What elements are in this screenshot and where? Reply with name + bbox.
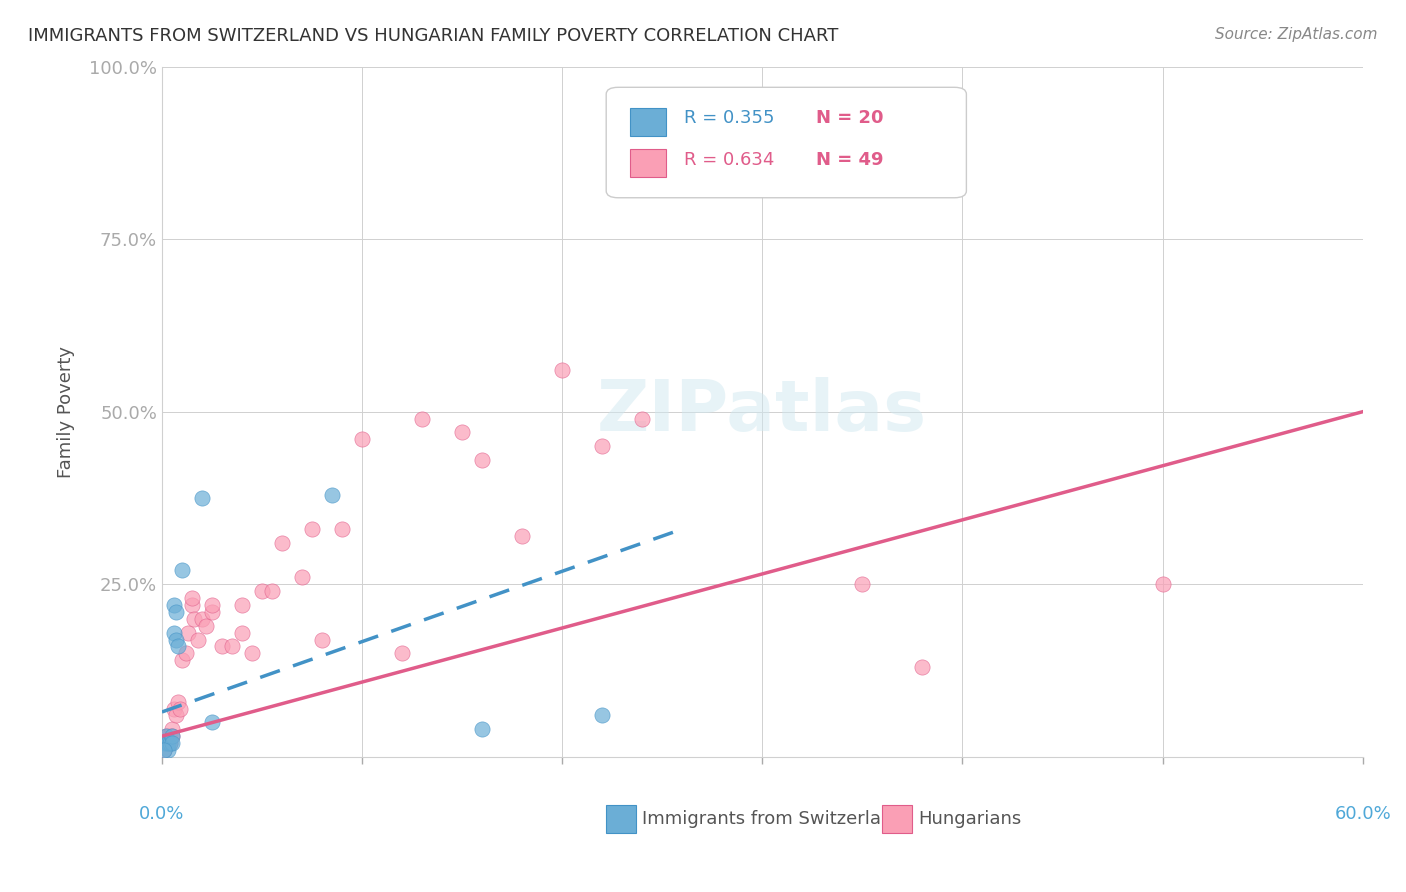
Point [160, 729, 183, 743]
Point [163, 625, 186, 640]
Point [174, 646, 197, 660]
Point [301, 522, 323, 536]
Point [181, 598, 204, 612]
Text: R = 0.355: R = 0.355 [685, 110, 775, 128]
Point [471, 453, 494, 467]
Point [711, 163, 734, 178]
Point [155, 729, 177, 743]
Point [159, 729, 181, 743]
Point [471, 723, 494, 737]
Bar [883, 805, 912, 833]
Point [551, 363, 574, 377]
Point [155, 736, 177, 750]
Point [156, 736, 179, 750]
Point [170, 653, 193, 667]
Point [591, 708, 613, 723]
Point [291, 570, 314, 584]
Point [231, 625, 253, 640]
Point [155, 736, 177, 750]
Point [163, 598, 186, 612]
Point [165, 708, 187, 723]
Point [271, 536, 294, 550]
Point [163, 701, 186, 715]
Point [153, 743, 176, 757]
Point [231, 598, 253, 612]
Point [1152, 577, 1174, 591]
Point [211, 640, 233, 654]
Point [451, 425, 474, 440]
Text: Immigrants from Switzerland: Immigrants from Switzerland [643, 810, 904, 828]
Point [352, 433, 374, 447]
Point [191, 612, 214, 626]
Text: N = 20: N = 20 [817, 110, 884, 128]
Text: ZIPatlas: ZIPatlas [598, 377, 928, 446]
Point [165, 632, 187, 647]
Point [201, 598, 224, 612]
Point [160, 736, 183, 750]
Point [311, 632, 333, 647]
Point [170, 564, 193, 578]
Point [391, 646, 413, 660]
Point [169, 701, 191, 715]
Point [191, 491, 214, 505]
Point [177, 625, 200, 640]
Point [260, 584, 283, 599]
Bar [630, 108, 666, 136]
Point [159, 736, 181, 750]
Point [165, 605, 187, 619]
Point [591, 439, 613, 453]
Point [330, 522, 353, 536]
Text: 0.0%: 0.0% [139, 805, 184, 823]
Point [201, 605, 224, 619]
Point [167, 695, 190, 709]
Text: 60.0%: 60.0% [1334, 805, 1391, 823]
Point [201, 715, 224, 730]
Text: N = 49: N = 49 [817, 151, 884, 169]
Point [159, 736, 181, 750]
Point [240, 646, 263, 660]
Point [510, 529, 533, 543]
FancyBboxPatch shape [606, 87, 966, 198]
Point [187, 632, 209, 647]
Point [221, 640, 243, 654]
Point [194, 618, 217, 632]
Bar [606, 805, 636, 833]
Point [911, 660, 934, 674]
Bar [630, 150, 666, 177]
Point [160, 723, 183, 737]
Point [156, 736, 179, 750]
Text: IMMIGRANTS FROM SWITZERLAND VS HUNGARIAN FAMILY POVERTY CORRELATION CHART: IMMIGRANTS FROM SWITZERLAND VS HUNGARIAN… [28, 27, 838, 45]
Text: Hungarians: Hungarians [918, 810, 1022, 828]
Point [183, 612, 205, 626]
Point [153, 736, 176, 750]
Point [155, 729, 177, 743]
Point [411, 411, 433, 425]
Text: Source: ZipAtlas.com: Source: ZipAtlas.com [1215, 27, 1378, 42]
Point [321, 487, 343, 501]
Y-axis label: Family Poverty: Family Poverty [58, 346, 75, 478]
Point [156, 743, 179, 757]
Point [156, 729, 179, 743]
Point [851, 577, 873, 591]
Point [181, 591, 204, 606]
Point [167, 640, 190, 654]
Point [631, 411, 654, 425]
Point [250, 584, 273, 599]
Text: R = 0.634: R = 0.634 [685, 151, 775, 169]
Point [153, 743, 176, 757]
Point [160, 729, 183, 743]
